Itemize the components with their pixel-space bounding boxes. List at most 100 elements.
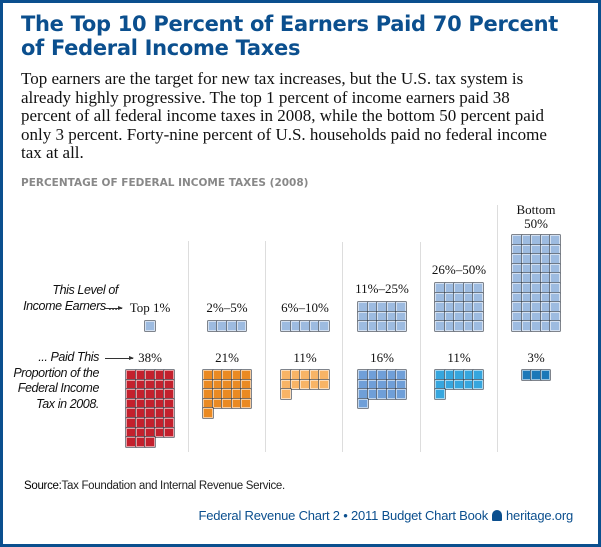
- earners-square: [521, 283, 532, 293]
- tax-share-square: [145, 437, 155, 447]
- chart-subtitle: Top earners are the target for new tax i…: [21, 69, 547, 162]
- tax-share-square: [145, 389, 155, 399]
- earners-square: [531, 283, 541, 293]
- tax-share-square: [367, 379, 378, 390]
- tax-share-square: [164, 427, 174, 438]
- category-label: 11%–25%: [355, 281, 409, 297]
- earners-square: [444, 302, 455, 312]
- earners-square: [540, 273, 551, 283]
- earners-square: [540, 321, 551, 331]
- earners-square: [550, 302, 560, 312]
- earners-square: [550, 283, 560, 293]
- tax-share-square: [396, 370, 406, 380]
- earners-square: [377, 321, 387, 331]
- category-label: Bottom 50%: [516, 202, 556, 231]
- column-divider: [497, 205, 498, 452]
- tax-share-square: [203, 370, 213, 380]
- earners-square: [367, 321, 378, 331]
- earners-square: [521, 321, 532, 331]
- tax-share-square: [212, 398, 223, 409]
- source-label: Source:: [24, 480, 62, 492]
- tax-share-square: [231, 389, 242, 399]
- earners-square: [550, 254, 560, 264]
- tax-share-square: [309, 379, 320, 390]
- tax-share-square: [396, 389, 406, 399]
- earners-square: [540, 311, 551, 322]
- tax-share-label: 21%: [215, 350, 239, 365]
- earners-square: [512, 292, 522, 303]
- liberty-bell-icon: [492, 510, 503, 521]
- earners-square: [377, 311, 387, 322]
- earners-square: [473, 292, 483, 303]
- tax-share-square: [435, 379, 445, 390]
- earners-square: [236, 321, 247, 331]
- category-label: 6%–10%: [281, 300, 329, 316]
- tax-share-square: [135, 398, 146, 409]
- category-label: 26%–50%: [431, 262, 487, 277]
- earners-square: [512, 273, 522, 283]
- earners-square: [540, 302, 551, 312]
- tax-share-square: [367, 389, 378, 399]
- earners-square: [512, 283, 522, 293]
- tax-share-square: [212, 370, 223, 380]
- tax-share-square: [309, 370, 320, 380]
- earners-square: [367, 302, 378, 312]
- tax-share-square: [154, 398, 165, 409]
- earners-square: [473, 283, 483, 293]
- tax-share-square: [154, 418, 165, 428]
- tax-share-square: [164, 389, 174, 399]
- earners-square: [435, 302, 445, 312]
- footer: Federal Revenue Chart 2 • 2011 Budget Ch…: [198, 508, 573, 523]
- tax-share-square: [358, 398, 368, 409]
- tax-share-square: [203, 408, 213, 418]
- earners-square: [540, 283, 551, 293]
- earners-square: [540, 254, 551, 264]
- earners-square: [435, 292, 445, 303]
- tax-share-square: [135, 370, 146, 380]
- earners-square: [473, 321, 483, 331]
- tax-share-square: [473, 379, 483, 390]
- footer-site: heritage.org: [506, 508, 573, 523]
- tax-share-square: [203, 389, 213, 399]
- tax-share-square: [377, 389, 387, 399]
- tax-share-square: [145, 398, 155, 409]
- earners-square: [454, 302, 464, 312]
- column-divider: [188, 241, 189, 452]
- earners-square: [521, 254, 532, 264]
- earners-square: [512, 302, 522, 312]
- tax-share-square: [281, 370, 291, 380]
- earners-square: [396, 302, 406, 312]
- row-label-earners: This Level of Income Earners ...: [23, 283, 118, 313]
- chart-title: The Top 10 Percent of Earners Paid 70 Pe…: [21, 12, 559, 60]
- tax-share-square: [241, 398, 251, 409]
- tax-share-square: [231, 398, 242, 409]
- tax-share-square: [463, 370, 474, 380]
- earners-square: [386, 321, 397, 331]
- column-divider: [265, 241, 266, 452]
- tax-share-square: [231, 379, 242, 390]
- tax-share-square: [473, 370, 483, 380]
- tax-share-square: [164, 418, 174, 428]
- earners-square: [521, 311, 532, 322]
- arrow-icon: [105, 356, 134, 360]
- earners-square: [550, 273, 560, 283]
- tax-share-square: [435, 389, 445, 399]
- earners-square: [454, 283, 464, 293]
- earners-square: [540, 235, 551, 245]
- earners-square: [550, 263, 560, 274]
- earners-square: [300, 321, 310, 331]
- tax-share-square: [145, 408, 155, 418]
- tax-share-square: [396, 379, 406, 390]
- tax-share-square: [126, 389, 136, 399]
- category-label: 2%–5%: [206, 300, 248, 316]
- earners-square: [227, 321, 237, 331]
- tax-share-label: 11%: [447, 350, 471, 365]
- earners-square: [386, 311, 397, 322]
- column-divider: [342, 242, 343, 452]
- tax-share-square: [154, 379, 165, 390]
- earners-square: [521, 273, 532, 283]
- earners-square: [531, 244, 541, 255]
- tax-share-square: [377, 379, 387, 390]
- earners-square: [358, 311, 368, 322]
- tax-share-square: [126, 427, 136, 438]
